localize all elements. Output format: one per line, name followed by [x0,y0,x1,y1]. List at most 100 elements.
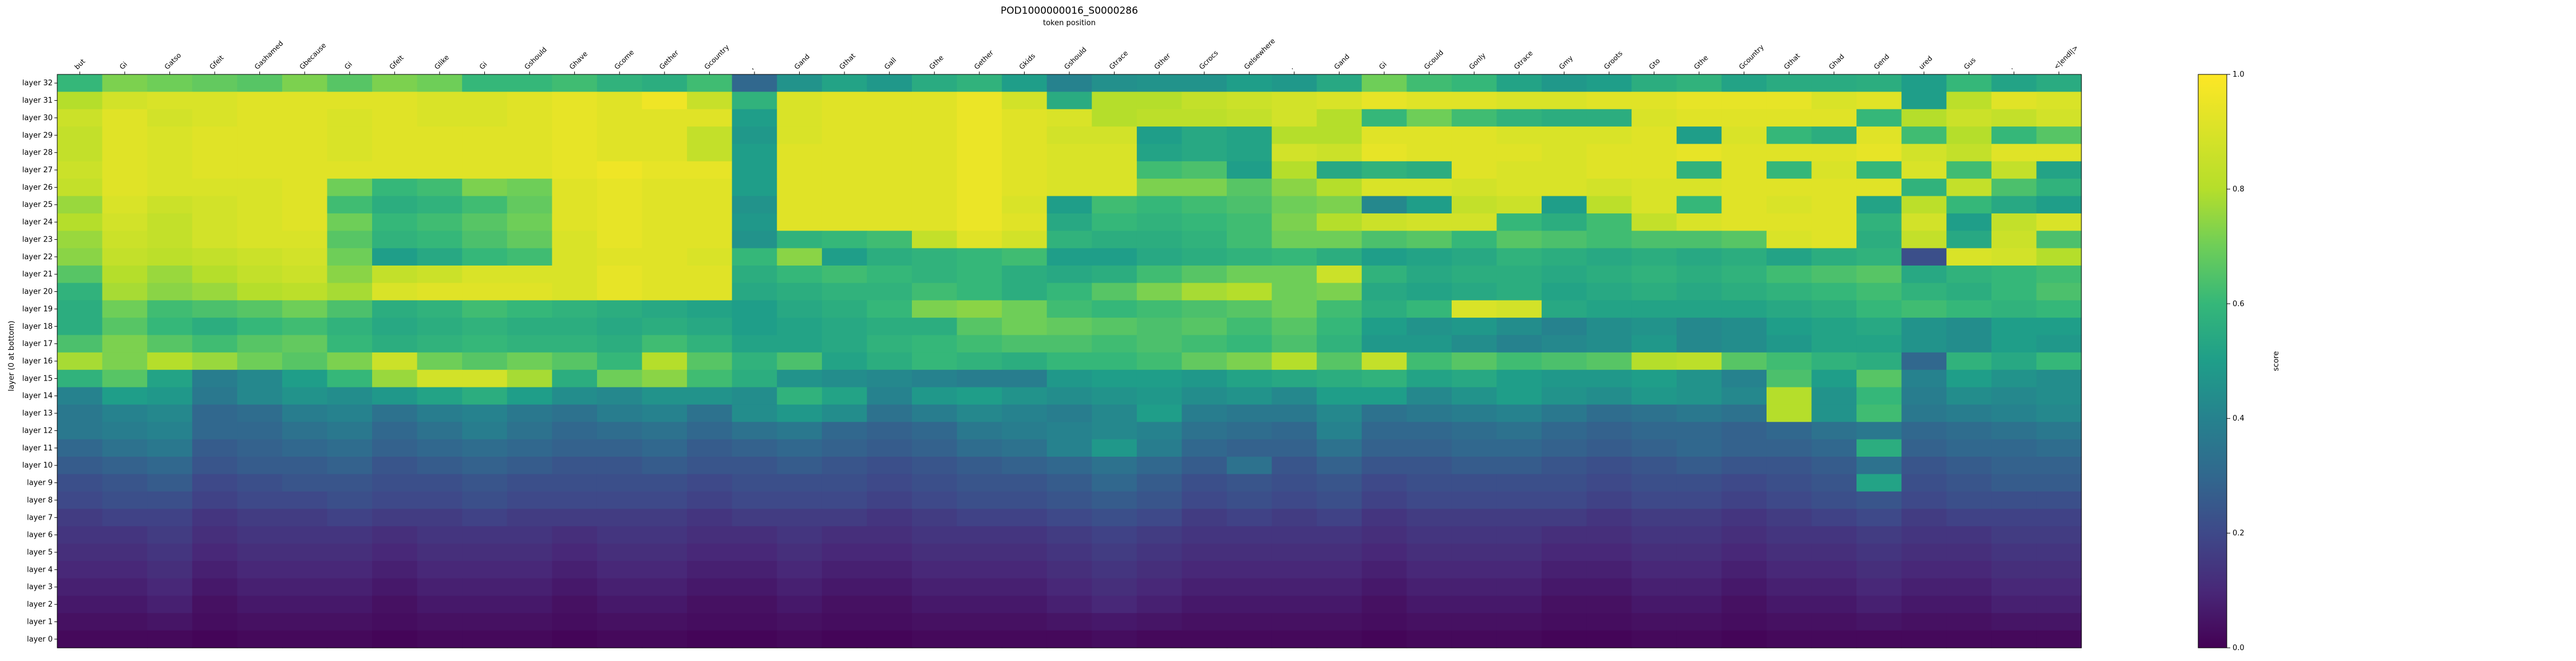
heatmap-cell [1046,126,1092,145]
heatmap-cell [1676,561,1722,579]
heatmap-cell [1227,439,1273,457]
heatmap-cell [327,613,373,631]
heatmap-cell [777,144,823,162]
heatmap-cell [1406,161,1452,179]
colorbar [2198,74,2227,648]
heatmap-cell [1901,439,1947,457]
heatmap-cell [911,213,958,231]
heatmap-cell [1721,266,1767,283]
heatmap-cell [237,179,283,197]
heatmap-cell [596,370,643,388]
heatmap-cell [282,578,328,596]
heatmap-cell [1811,300,1857,318]
heatmap-cell [1766,613,1812,631]
heatmap-cell [192,231,238,249]
heatmap-cell [1766,213,1812,231]
heatmap-cell [1631,474,1677,492]
heatmap-cell [1811,352,1857,370]
heatmap-cell [1631,526,1677,544]
heatmap-cell [237,352,283,370]
heatmap-cell [1811,526,1857,544]
heatmap-cell [552,196,598,214]
y-tick-label: layer 6 [27,531,53,540]
heatmap-cell [282,630,328,648]
heatmap-cell [1271,543,1317,561]
heatmap-cell [1766,74,1812,92]
heatmap-cell [2036,283,2082,301]
heatmap-cell [462,126,508,145]
heatmap-cell [1631,144,1677,162]
heatmap-cell [1721,595,1767,613]
heatmap-cell [1361,595,1407,613]
heatmap-cell [2036,318,2082,336]
heatmap-cell [1991,509,2037,527]
heatmap-cell [1946,613,1992,631]
heatmap-cell [507,474,552,492]
heatmap-cell [237,439,283,457]
heatmap-cell [327,474,373,492]
heatmap-cell [552,352,598,370]
heatmap-cell [147,509,193,527]
heatmap-cell [1991,630,2037,648]
heatmap-cell [642,248,688,266]
heatmap-cell [1542,404,1587,422]
heatmap-cell [417,196,463,214]
heatmap-cell [507,370,552,388]
heatmap-cell [237,74,283,92]
heatmap-cell [957,630,1002,648]
x-tick-label: Gcountry [1737,43,1765,71]
heatmap-cell [1002,561,1048,579]
heatmap-cell [1721,526,1767,544]
heatmap-cell [1451,595,1498,613]
heatmap-cell [1451,213,1498,231]
heatmap-cell [1182,352,1227,370]
heatmap-cell [1002,126,1048,145]
heatmap-cell [1991,561,2037,579]
heatmap-cell [1496,595,1542,613]
heatmap-cell [192,561,238,579]
heatmap-cell [1136,248,1183,266]
heatmap-cell [1676,126,1722,145]
heatmap-cell [462,248,508,266]
heatmap-cell [57,387,103,405]
y-tick-label: layer 10 [22,461,53,470]
heatmap-cell [596,457,643,474]
heatmap-cell [1271,248,1317,266]
heatmap-cell [596,578,643,596]
heatmap-cell [1901,595,1947,613]
heatmap-cell [57,630,103,648]
heatmap-cell [1227,543,1273,561]
heatmap-cell [1586,526,1632,544]
heatmap-cell [462,595,508,613]
heatmap-cell [1901,231,1947,249]
heatmap-cell [1496,248,1542,266]
heatmap-cell [1451,457,1498,474]
y-tick-label: layer 2 [27,600,53,609]
heatmap-cell [1586,457,1632,474]
heatmap-cell [1451,283,1498,301]
heatmap-cell [1856,196,1902,214]
heatmap-cell [821,595,867,613]
heatmap-cell [1317,457,1362,474]
heatmap-cell [552,213,598,231]
heatmap-cell [1676,595,1722,613]
heatmap-cell [1002,509,1048,527]
heatmap-cell [1766,126,1812,145]
heatmap-cell [2036,404,2082,422]
heatmap-cell [1406,126,1452,145]
heatmap-cell [372,213,418,231]
heatmap-cell [732,474,777,492]
heatmap-cell [1317,595,1362,613]
heatmap-cell [1361,213,1407,231]
heatmap-cell [1271,179,1317,197]
heatmap-cell [1002,613,1048,631]
heatmap-cell [1991,335,2037,353]
heatmap-cell [1676,578,1722,596]
heatmap-cell [867,630,912,648]
heatmap-cell [957,595,1002,613]
heatmap-cell [1766,231,1812,249]
heatmap-cell [1901,283,1947,301]
heatmap-cell [1542,196,1587,214]
heatmap-cell [1136,126,1183,145]
heatmap-cell [1946,179,1992,197]
